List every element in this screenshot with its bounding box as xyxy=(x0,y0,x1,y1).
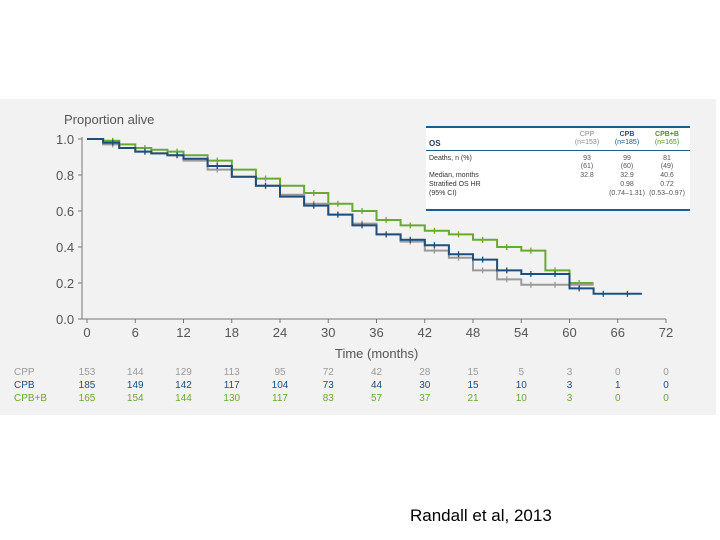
os-col-cpbb-name: CPB+B xyxy=(655,131,679,138)
x-tick-label: 36 xyxy=(369,325,383,340)
os-hr-cpbb: 0.72 xyxy=(660,181,674,188)
at-risk-count: 1 xyxy=(615,380,621,391)
at-risk-count: 0 xyxy=(615,393,621,404)
at-risk-count: 10 xyxy=(516,393,528,404)
os-deaths-pct-cpb: (60) xyxy=(620,163,634,170)
x-tick-label: 72 xyxy=(659,325,673,340)
os-deaths-cpp: 93 xyxy=(583,155,591,162)
km-figure-panel: Proportion alive 0.0 0.2 0.4 0.6 0.8 1.0 0 6 12 18… xyxy=(0,99,716,415)
y-tick-label: 0.8 xyxy=(56,168,74,183)
at-risk-count: 73 xyxy=(323,380,335,391)
at-risk-count: 0 xyxy=(615,367,621,378)
os-table-divider xyxy=(426,150,690,151)
at-risk-count: 28 xyxy=(419,367,431,378)
os-deaths-cpbb: 81 xyxy=(663,155,671,162)
x-tick-label: 24 xyxy=(273,325,287,340)
os-ci-cpb: (0.74–1.31) xyxy=(609,190,645,197)
at-risk-count: 0 xyxy=(663,393,669,404)
os-median-label: Median, months xyxy=(429,172,479,179)
at-risk-count: 113 xyxy=(224,367,240,378)
x-tick-label: 66 xyxy=(611,325,625,340)
os-median-cpb: 32.9 xyxy=(620,172,634,179)
at-risk-count: 0 xyxy=(663,367,669,378)
at-risk-count: 144 xyxy=(127,367,144,378)
at-risk-count: 165 xyxy=(79,393,96,404)
chart-title: Proportion alive xyxy=(64,112,154,127)
x-tick-label: 42 xyxy=(418,325,432,340)
os-median-cpp: 32.8 xyxy=(580,172,594,179)
x-tick-label: 6 xyxy=(132,325,139,340)
at-risk-count: 57 xyxy=(371,393,383,404)
at-risk-count: 83 xyxy=(323,393,335,404)
at-risk-count: 10 xyxy=(516,380,528,391)
series-line-cpb xyxy=(87,138,642,295)
at-risk-count: 3 xyxy=(567,393,573,404)
at-risk-count: 117 xyxy=(272,393,288,404)
at-risk-count: 37 xyxy=(419,393,431,404)
at-risk-count: 44 xyxy=(371,380,383,391)
series-line-cpb-plus-b xyxy=(87,138,594,284)
x-tick-label: 18 xyxy=(225,325,239,340)
os-deaths-label: Deaths, n (%) xyxy=(429,155,472,162)
y-tick-label: 0.6 xyxy=(56,204,74,219)
os-median-cpbb: 40.6 xyxy=(660,172,674,179)
at-risk-count: 129 xyxy=(175,367,192,378)
x-tick-label: 0 xyxy=(83,325,90,340)
at-risk-row-label: CPP xyxy=(14,367,35,378)
at-risk-row-label: CPB+B xyxy=(14,393,47,404)
at-risk-count: 72 xyxy=(323,367,335,378)
x-tick-label: 54 xyxy=(514,325,528,340)
os-col-cpb-name: CPB xyxy=(619,131,635,138)
at-risk-count: 144 xyxy=(175,393,192,404)
os-hr-label: Stratified OS HR xyxy=(429,181,481,188)
at-risk-count: 149 xyxy=(127,380,144,391)
at-risk-count: 130 xyxy=(223,393,240,404)
y-tick-label: 1.0 xyxy=(56,132,74,147)
x-tick-label: 30 xyxy=(321,325,335,340)
os-col-cpbb-n: (n=165) xyxy=(654,139,680,146)
at-risk-count: 21 xyxy=(467,393,479,404)
x-tick-label: 48 xyxy=(466,325,480,340)
at-risk-count: 154 xyxy=(127,393,144,404)
os-hr-cpb: 0.98 xyxy=(620,181,634,188)
at-risk-count: 185 xyxy=(79,380,96,391)
at-risk-count: 15 xyxy=(467,367,479,378)
os-summary-table: OS CPP (n=153) CPB (n=185) CPB+B (n=165)… xyxy=(426,126,690,211)
os-table-title: OS xyxy=(429,139,441,148)
at-risk-count: 95 xyxy=(274,367,286,378)
os-col-cpb-n: (n=185) xyxy=(614,139,640,146)
at-risk-count: 117 xyxy=(224,380,240,391)
os-col-cpp-name: CPP xyxy=(579,131,595,138)
os-ci-cpbb: (0.53–0.97) xyxy=(649,190,685,197)
os-deaths-cpb: 99 xyxy=(623,155,631,162)
x-axis-label: Time (months) xyxy=(335,346,418,361)
at-risk-count: 0 xyxy=(663,380,669,391)
at-risk-row-label: CPB xyxy=(14,380,35,391)
at-risk-count: 3 xyxy=(567,380,573,391)
at-risk-count: 104 xyxy=(272,380,289,391)
os-deaths-pct-cpbb: (49) xyxy=(660,163,674,170)
at-risk-count: 42 xyxy=(371,367,383,378)
at-risk-count: 5 xyxy=(518,367,524,378)
os-col-cpp-n: (n=153) xyxy=(574,139,600,146)
y-tick-label: 0.2 xyxy=(56,276,74,291)
x-tick-label: 12 xyxy=(176,325,190,340)
y-tick-label: 0.4 xyxy=(56,240,74,255)
y-tick-label: 0.0 xyxy=(56,312,74,327)
at-risk-count: 30 xyxy=(419,380,431,391)
at-risk-count: 142 xyxy=(175,380,192,391)
at-risk-count: 3 xyxy=(567,367,573,378)
x-tick-label: 60 xyxy=(562,325,576,340)
os-deaths-pct-cpp: (61) xyxy=(580,163,594,170)
citation: Randall et al, 2013 xyxy=(410,506,552,525)
os-ci-label: (95% CI) xyxy=(429,190,457,197)
at-risk-count: 15 xyxy=(467,380,479,391)
at-risk-count: 153 xyxy=(79,367,96,378)
